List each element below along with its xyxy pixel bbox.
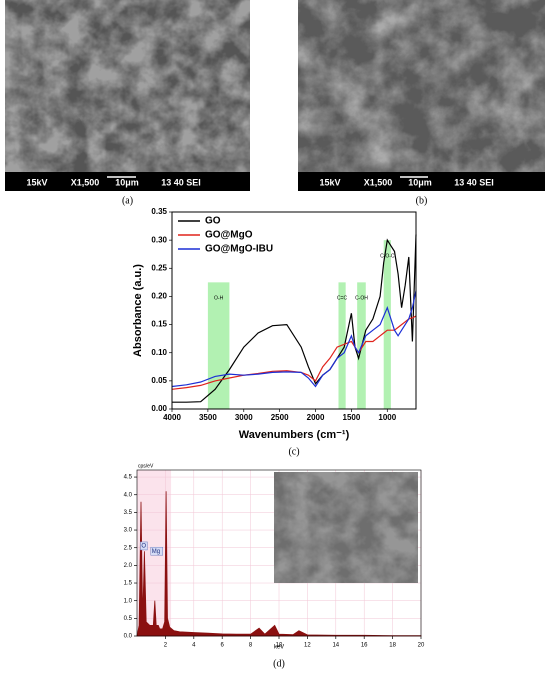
y-tick-label: 1.0 <box>124 598 133 604</box>
annotation-text: Mg <box>152 549 160 555</box>
y-tick-label: 0.10 <box>151 348 167 357</box>
x-tick-label: 14 <box>332 643 339 649</box>
y-tick-label: 4.0 <box>124 492 133 498</box>
band <box>383 240 391 409</box>
plot-frame <box>171 211 417 410</box>
info-bar <box>5 172 250 191</box>
x-tick-label: 10 <box>276 643 283 649</box>
y-tick-label: 2.0 <box>124 563 133 569</box>
sem-image-b <box>298 0 545 191</box>
y-tick-label: 0.30 <box>151 235 167 244</box>
legend-label: GO@MgO <box>205 230 253 241</box>
band-label: C-O-C <box>380 253 395 259</box>
y-tick-label: 1.5 <box>124 581 133 587</box>
x-tick-label: 1000 <box>378 413 396 422</box>
info-bar <box>298 172 545 191</box>
plot-frame <box>136 469 422 637</box>
spectrum-area <box>136 491 422 637</box>
x-tick-label: 4 <box>192 643 196 649</box>
x-tick-label: 3500 <box>199 413 217 422</box>
x-tick-label: 2 <box>164 643 168 649</box>
sem-info-text: 15kV <box>319 177 340 187</box>
sem-info-text: 13 40 SEI <box>454 177 494 187</box>
y-tick-label: 0.05 <box>151 376 167 385</box>
x-tick-label: 2500 <box>271 413 289 422</box>
panel-label: (a) <box>122 195 133 206</box>
series-line <box>172 234 417 403</box>
legend-label: GO <box>205 216 221 227</box>
y-tick-label: 0.5 <box>124 616 133 622</box>
sem-info-text: 10μm <box>408 177 432 187</box>
x-axis-label: keV <box>274 645 284 651</box>
panel-label: (c) <box>288 446 299 457</box>
y-tick-label: 2.5 <box>124 545 133 551</box>
series-line <box>171 290 417 388</box>
panel-label: (d) <box>273 658 285 669</box>
band-label: O-H <box>214 296 224 302</box>
y-axis-label: cps/eV <box>138 463 154 469</box>
annotation-box <box>150 546 163 556</box>
x-tick-label: 6 <box>221 643 225 649</box>
sem-texture <box>298 0 545 172</box>
sem-info-text: X1,500 <box>71 177 100 187</box>
sem-info-text: 13 40 SEI <box>161 177 201 187</box>
sem-info-text: 15kV <box>26 177 47 187</box>
y-tick-label: 3.5 <box>124 510 133 516</box>
inset-texture <box>274 472 418 583</box>
y-axis-label: Absorbance (a.u.) <box>132 264 144 357</box>
y-tick-label: 3.0 <box>124 528 133 534</box>
x-tick-label: 18 <box>389 643 396 649</box>
sem-info-text: X1,500 <box>364 177 393 187</box>
annotation-text: O <box>141 544 146 550</box>
y-tick-label: 0.0 <box>124 634 133 640</box>
legend-label: GO@MgO-IBU <box>205 244 273 255</box>
x-tick-label: 1500 <box>343 413 361 422</box>
y-tick-label: 0.00 <box>151 404 167 413</box>
x-tick-label: 4000 <box>163 413 181 422</box>
eds-inset <box>274 472 418 583</box>
x-tick-label: 3000 <box>235 413 253 422</box>
x-tick-label: 20 <box>418 643 425 649</box>
x-tick-label: 16 <box>361 643 368 649</box>
x-axis-label: Wavenumbers (cm⁻¹) <box>239 429 350 441</box>
y-tick-label: 0.15 <box>151 320 167 329</box>
y-tick-label: 0.20 <box>151 292 167 301</box>
annotation-box <box>140 541 148 551</box>
sem-image-a <box>5 0 250 191</box>
band-label: C-OH <box>355 296 368 302</box>
x-tick-label: 8 <box>249 643 253 649</box>
x-tick-label: 12 <box>304 643 311 649</box>
sem-texture <box>5 0 250 172</box>
x-tick-label: 2000 <box>307 413 325 422</box>
band-label: C=C <box>337 296 348 302</box>
y-tick-label: 0.35 <box>151 207 167 216</box>
y-tick-label: 0.25 <box>151 263 167 272</box>
panel-label: (b) <box>416 195 428 206</box>
y-tick-label: 4.5 <box>124 475 133 481</box>
sem-info-text: 10μm <box>115 177 139 187</box>
